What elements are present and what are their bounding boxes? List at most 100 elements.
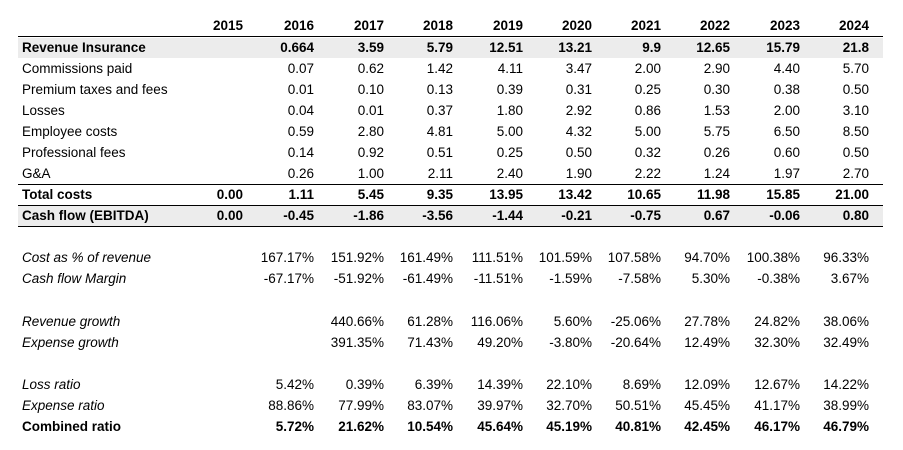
table-cell: 0.37 xyxy=(426,103,453,118)
table-cell: 0.59 xyxy=(287,124,314,139)
table-cell: 0.01 xyxy=(287,82,314,97)
row-label: Cash flow Margin xyxy=(22,271,127,286)
table-cell: 61.28% xyxy=(407,314,453,329)
year-header: 2017 xyxy=(353,18,384,33)
table-cell: 71.43% xyxy=(407,335,453,350)
table-cell: 77.99% xyxy=(338,398,384,413)
table-cell: 0.38 xyxy=(773,82,800,97)
table-cell: 2.70 xyxy=(842,166,869,181)
table-cell: 2.00 xyxy=(773,103,800,118)
table-cell: 4.32 xyxy=(565,124,592,139)
table-row-employee-costs: Employee costs 0.59 2.80 4.81 5.00 4.32 … xyxy=(18,122,883,142)
table-cell: -67.17% xyxy=(263,271,314,286)
table-cell: 4.40 xyxy=(773,61,800,76)
table-cell: 0.51 xyxy=(426,145,453,160)
row-label: Combined ratio xyxy=(22,419,122,434)
table-cell: 101.59% xyxy=(538,250,592,265)
table-cell: 46.79% xyxy=(823,419,869,434)
table-cell: 111.51% xyxy=(471,250,523,265)
table-cell: 4.11 xyxy=(497,61,523,76)
row-label: Loss ratio xyxy=(22,377,81,392)
table-cell: -11.51% xyxy=(473,271,523,286)
table-row-total-costs: Total costs 0.00 1.11 5.45 9.35 13.95 13… xyxy=(18,184,883,205)
table-cell: 3.47 xyxy=(565,61,592,76)
table-row-cash-flow-ebitda: Cash flow (EBITDA) 0.00 -0.45 -1.86 -3.5… xyxy=(18,205,883,227)
table-cell: 45.64% xyxy=(477,419,523,434)
table-cell: 0.00 xyxy=(216,187,243,202)
table-cell: 0.14 xyxy=(287,145,314,160)
table-cell: -20.64% xyxy=(610,335,661,350)
table-cell: 22.10% xyxy=(546,377,592,392)
table-cell: -3.56 xyxy=(422,208,453,223)
table-cell: 94.70% xyxy=(684,250,730,265)
table-cell: 0.39% xyxy=(345,377,384,392)
row-label: Revenue Insurance xyxy=(22,40,146,55)
table-row-loss-ratio: Loss ratio 5.42% 0.39% 6.39% 14.39% 22.1… xyxy=(18,375,883,395)
table-cell: 0.67 xyxy=(703,208,730,223)
table-cell: 42.45% xyxy=(684,419,730,434)
table-cell: 9.35 xyxy=(426,187,453,202)
table-cell: 2.40 xyxy=(496,166,523,181)
table-cell: 0.50 xyxy=(842,82,869,97)
table-cell: 3.10 xyxy=(842,103,869,118)
table-cell: -51.92% xyxy=(333,271,384,286)
table-cell: 40.81% xyxy=(615,419,661,434)
table-cell: 0.50 xyxy=(565,145,592,160)
table-cell: 9.9 xyxy=(642,40,661,55)
table-cell: 2.92 xyxy=(565,103,592,118)
table-cell: 0.13 xyxy=(426,82,453,97)
table-cell: -7.58% xyxy=(618,271,661,286)
table-cell: 15.85 xyxy=(766,187,800,202)
table-cell: 14.39% xyxy=(477,377,523,392)
table-cell: -25.06% xyxy=(610,314,661,329)
table-cell: 41.17% xyxy=(754,398,800,413)
table-cell: 391.35% xyxy=(330,335,384,350)
table-cell: 38.99% xyxy=(823,398,869,413)
table-cell: 12.65 xyxy=(696,40,730,55)
table-cell: 5.00 xyxy=(496,124,523,139)
table-cell: 45.45% xyxy=(684,398,730,413)
table-cell: 1.24 xyxy=(703,166,730,181)
year-header: 2020 xyxy=(561,18,592,33)
table-cell: 2.11 xyxy=(427,166,453,181)
table-cell: 5.75 xyxy=(703,124,730,139)
table-cell: -0.75 xyxy=(630,208,661,223)
year-header: 2022 xyxy=(699,18,730,33)
table-cell: 14.22% xyxy=(823,377,869,392)
table-cell: 5.72% xyxy=(275,419,314,434)
table-cell: 0.25 xyxy=(634,82,661,97)
table-cell: 0.39 xyxy=(496,82,523,97)
row-label: G&A xyxy=(22,166,51,181)
row-label: Professional fees xyxy=(22,145,126,160)
table-cell: -0.21 xyxy=(561,208,592,223)
table-cell: 10.65 xyxy=(627,187,661,202)
row-label: Commissions paid xyxy=(22,61,133,76)
table-cell: 167.17% xyxy=(260,250,314,265)
table-cell: 13.95 xyxy=(489,187,523,202)
table-row-premium-taxes: Premium taxes and fees 0.01 0.10 0.13 0.… xyxy=(18,80,883,100)
table-cell: -0.06 xyxy=(769,208,800,223)
table-cell: 2.80 xyxy=(357,124,384,139)
table-cell: 0.86 xyxy=(634,103,661,118)
row-label: Expense ratio xyxy=(22,398,105,413)
table-cell: -3.80% xyxy=(549,335,592,350)
table-cell: 10.54% xyxy=(407,419,453,434)
table-cell: 1.42 xyxy=(426,61,453,76)
table-cell: 107.58% xyxy=(607,250,661,265)
row-label: Expense growth xyxy=(22,335,119,350)
table-cell: 151.92% xyxy=(330,250,384,265)
table-cell: 1.53 xyxy=(703,103,730,118)
table-cell: 88.86% xyxy=(268,398,314,413)
year-header: 2021 xyxy=(630,18,661,33)
row-label: Premium taxes and fees xyxy=(22,82,168,97)
table-cell: 1.80 xyxy=(496,103,523,118)
table-cell: 6.50 xyxy=(773,124,800,139)
table-cell: 0.50 xyxy=(842,145,869,160)
table-cell: 5.30% xyxy=(691,271,730,286)
table-cell: 5.79 xyxy=(426,40,453,55)
table-row-commissions-paid: Commissions paid 0.07 0.62 1.42 4.11 3.4… xyxy=(18,59,883,79)
table-cell: 83.07% xyxy=(407,398,453,413)
table-cell: 0.31 xyxy=(565,82,592,97)
table-cell: 0.92 xyxy=(357,145,384,160)
year-header: 2018 xyxy=(422,18,453,33)
